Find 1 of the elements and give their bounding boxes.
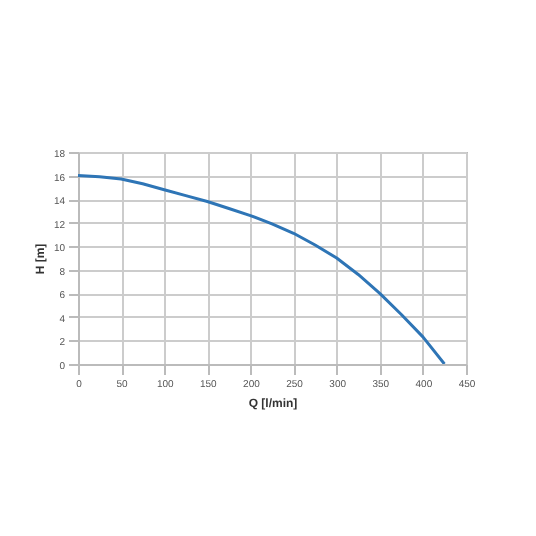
line-series bbox=[78, 174, 446, 364]
